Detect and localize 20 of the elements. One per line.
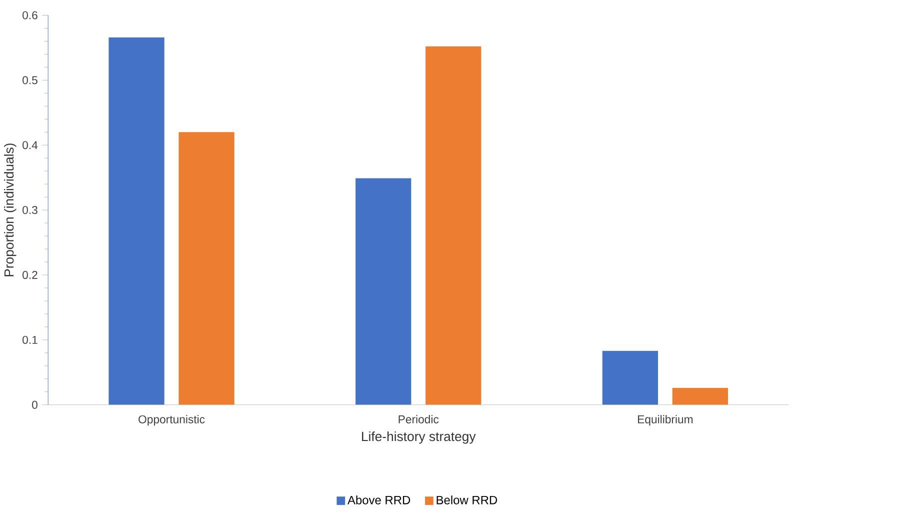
- bar: [602, 351, 658, 405]
- y-tick-label: 0.5: [22, 76, 38, 84]
- y-tick-label: 0: [32, 400, 38, 409]
- legend-label: Above RRD: [347, 496, 410, 504]
- y-tick-label: 0.2: [22, 271, 38, 280]
- bar: [672, 388, 728, 405]
- y-tick-label: 0.1: [22, 336, 38, 344]
- y-tick-label: 0.4: [22, 141, 38, 150]
- bar: [426, 46, 482, 405]
- bar: [178, 132, 234, 405]
- x-axis-title: Life-history strategy: [362, 432, 476, 444]
- x-tick-label: Periodic: [398, 415, 439, 424]
- x-tick-label: Equilibrium: [638, 415, 693, 426]
- y-tick-label: 0.6: [22, 11, 38, 20]
- bar: [356, 178, 412, 405]
- y-tick-label: 0.3: [22, 206, 38, 214]
- legend-label: Below RRD: [436, 496, 498, 504]
- bar: [108, 37, 164, 405]
- x-tick-label: Opportunistic: [138, 415, 205, 426]
- y-axis-title: Proportion (individuals): [4, 144, 16, 276]
